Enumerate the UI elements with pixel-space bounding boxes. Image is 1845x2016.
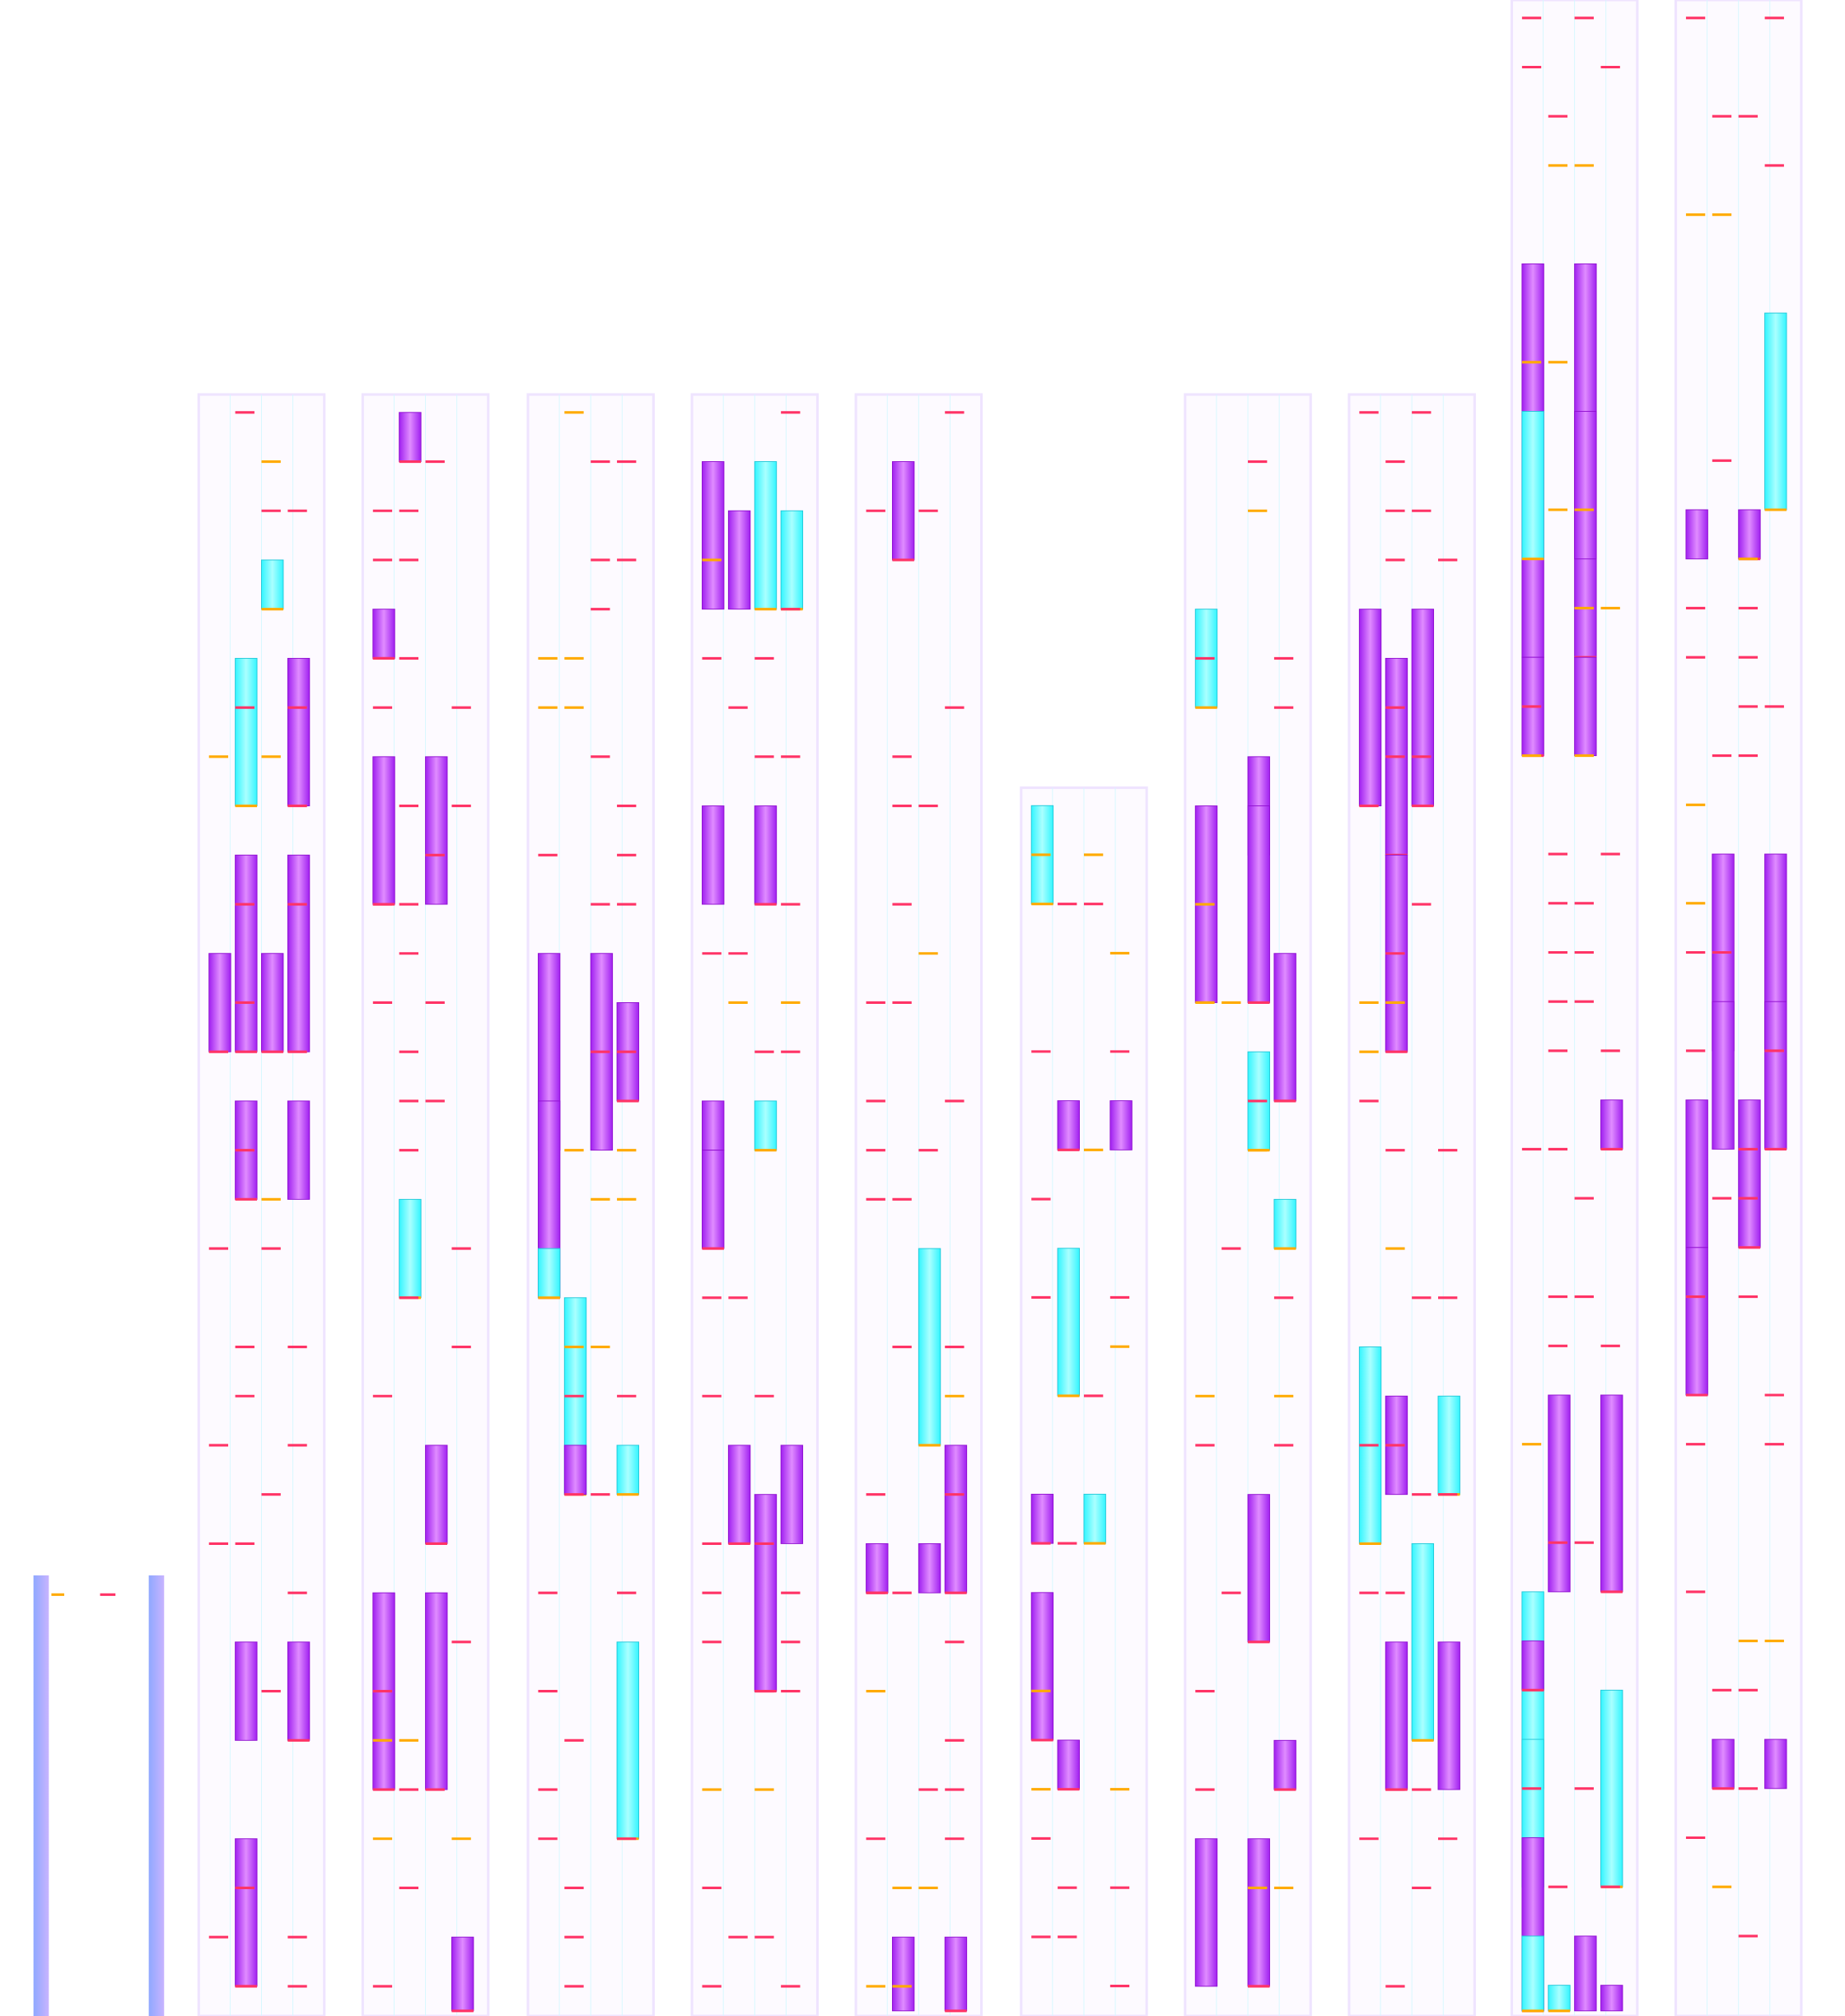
hold-note [1574, 411, 1597, 560]
hold-note [1385, 1641, 1408, 1790]
hold-note [1411, 609, 1435, 807]
hold-note [1685, 1247, 1708, 1396]
hold-note [1057, 1100, 1080, 1150]
hold-note-cyan [537, 1248, 561, 1299]
hold-note [1247, 1838, 1270, 1987]
hold-note-cyan [1437, 1395, 1460, 1496]
hold-note [1030, 1592, 1054, 1741]
hold-note [702, 805, 725, 905]
hold-note-cyan [754, 461, 778, 610]
hold-note [1574, 1935, 1597, 2012]
hold-note [425, 756, 448, 905]
hold-note [208, 953, 231, 1052]
hold-note [235, 1838, 258, 1987]
hold-note [1764, 1738, 1787, 1790]
hold-note [891, 461, 915, 561]
hold-note [235, 854, 258, 1052]
hold-note [287, 657, 311, 807]
hold-note-cyan [235, 657, 258, 807]
hold-note [944, 1444, 968, 1594]
hold-note [754, 805, 778, 905]
hold-note [1548, 1394, 1571, 1593]
hold-note [287, 1641, 311, 1741]
hold-note [702, 1150, 725, 1249]
hold-note-cyan [261, 559, 284, 610]
hold-note-cyan [1548, 1985, 1571, 2012]
hold-note [727, 510, 751, 610]
hold-note [1685, 509, 1708, 560]
hold-note [1030, 1493, 1054, 1544]
hold-note-cyan [1521, 411, 1544, 560]
hold-note [1194, 1838, 1218, 1987]
hold-note [372, 609, 395, 659]
hold-note [1273, 953, 1296, 1102]
hold-note [944, 1936, 968, 2012]
hold-note-cyan [1764, 312, 1787, 511]
hold-note [1247, 805, 1270, 1003]
hold-note [1247, 1494, 1270, 1643]
hold-note [1738, 509, 1761, 560]
hold-note [1712, 1001, 1735, 1150]
hold-note [425, 1444, 448, 1544]
hold-note [287, 854, 311, 1052]
hold-note-cyan [918, 1248, 941, 1446]
hold-note [1600, 1394, 1623, 1593]
hold-note [1738, 1099, 1761, 1248]
hold-note [425, 1592, 448, 1790]
hold-note-cyan [1273, 1198, 1296, 1249]
hold-note [1437, 1641, 1460, 1790]
hold-note [1109, 1100, 1133, 1150]
hold-note-cyan [1057, 1248, 1080, 1397]
hold-note [1521, 1640, 1544, 1691]
hold-note [451, 1936, 474, 2012]
hold-note [918, 1542, 941, 1594]
hold-note-cyan [616, 1444, 639, 1496]
hold-note [1600, 1099, 1623, 1150]
hold-note [1574, 656, 1597, 757]
hold-note-cyan [616, 1641, 639, 1840]
hold-note-cyan [399, 1198, 422, 1299]
hold-note-cyan [1521, 1935, 1544, 2012]
hold-note [1685, 1099, 1708, 1248]
hold-note [727, 1444, 751, 1544]
hold-note [261, 953, 284, 1052]
hold-note-cyan [754, 1100, 778, 1151]
hold-note-cyan [780, 510, 804, 610]
hold-note [1764, 1001, 1787, 1150]
hold-note [891, 1936, 915, 2012]
hold-note [1712, 1738, 1735, 1790]
hold-note [1057, 1739, 1080, 1790]
hold-note [1273, 1739, 1296, 1790]
hold-note [235, 1641, 258, 1741]
hold-note [1600, 1985, 1623, 2012]
hold-note [866, 1542, 889, 1594]
hold-note [372, 756, 395, 905]
hold-note [702, 1100, 725, 1151]
side-bar [33, 1575, 49, 2016]
hold-note-cyan [1600, 1689, 1623, 1888]
hold-note-cyan [1411, 1542, 1435, 1741]
hold-note [1358, 609, 1382, 807]
hold-note [399, 412, 422, 462]
hold-note [780, 1444, 804, 1544]
hold-note [287, 1100, 311, 1200]
side-bar [148, 1575, 165, 2016]
hold-note-cyan [1083, 1493, 1106, 1544]
hold-note [563, 1444, 587, 1496]
hold-note [754, 1494, 778, 1692]
hold-note [702, 461, 725, 610]
